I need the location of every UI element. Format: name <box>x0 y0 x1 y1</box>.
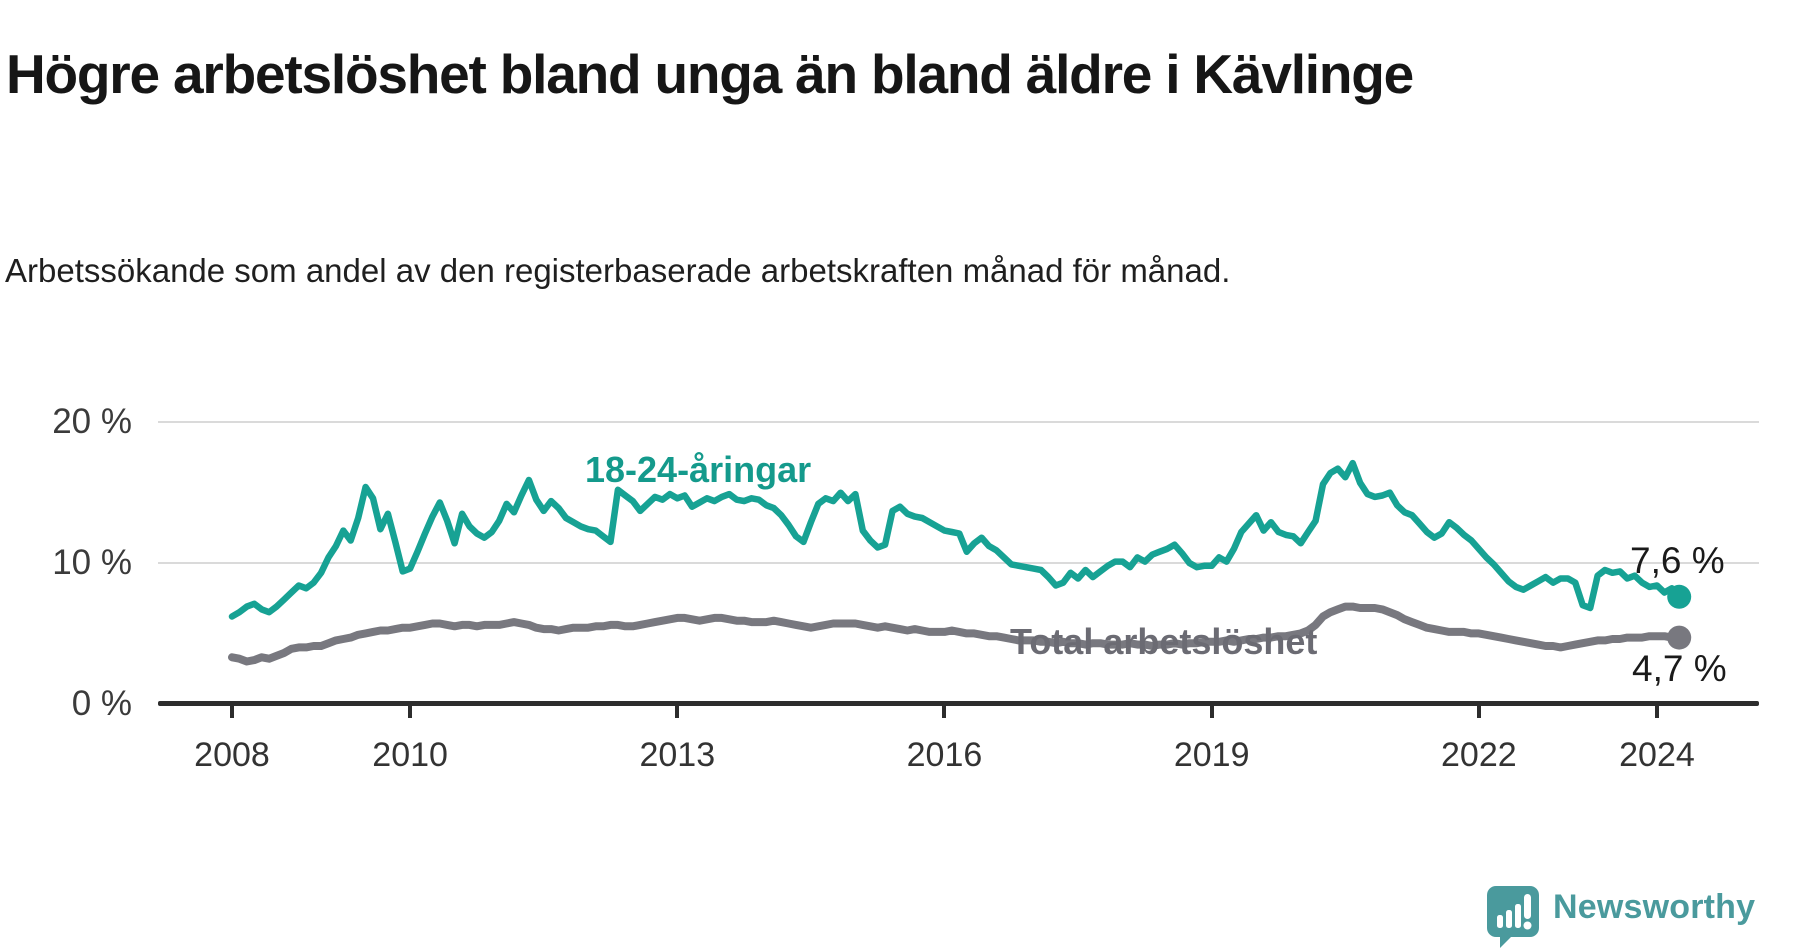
x-axis-label-2022: 2022 <box>1441 736 1517 774</box>
series-end-dot-1 <box>1667 625 1692 650</box>
end-value-label-youth: 7,6 % <box>1630 540 1725 581</box>
series-line-1 <box>228 602 1684 666</box>
x-axis-tick-2008 <box>230 705 234 718</box>
x-axis-label-2013: 2013 <box>639 736 716 774</box>
x-axis-line <box>158 701 1759 706</box>
gridline-10 <box>158 562 1759 564</box>
newsworthy-logo-icon <box>1487 886 1539 948</box>
x-axis-label-2024: 2024 <box>1619 736 1695 774</box>
x-axis-tick-2013 <box>675 705 680 718</box>
series-line-0 <box>228 459 1683 620</box>
x-axis-label-2008: 2008 <box>194 736 270 774</box>
y-axis-label-0: 0 % <box>71 683 132 723</box>
x-axis-label-2019: 2019 <box>1173 736 1250 774</box>
x-axis-tick-2019 <box>1209 705 1214 718</box>
x-axis-label-2016: 2016 <box>906 736 983 774</box>
x-axis-tick-2024 <box>1654 705 1659 718</box>
series-end-dot-0 <box>1667 584 1692 609</box>
chart-subtitle: Arbetssökande som andel av den registerb… <box>5 252 1231 289</box>
series-label-total: Total arbetslöshet <box>1010 621 1318 662</box>
y-axis-label-20: 20 % <box>52 402 132 442</box>
series-label-youth: 18-24-åringar <box>585 449 812 490</box>
x-axis-tick-2022 <box>1476 705 1481 718</box>
page-title: Högre arbetslöshet bland unga än bland ä… <box>6 42 1414 105</box>
gridline-20 <box>158 421 1759 424</box>
end-value-label-total: 4,7 % <box>1632 648 1727 689</box>
x-axis-label-2010: 2010 <box>372 736 448 774</box>
x-axis-tick-2016 <box>942 705 947 718</box>
y-axis-label-10: 10 % <box>52 543 132 582</box>
newsworthy-brand-text: Newsworthy <box>1553 888 1756 926</box>
x-axis-tick-2010 <box>408 705 413 718</box>
